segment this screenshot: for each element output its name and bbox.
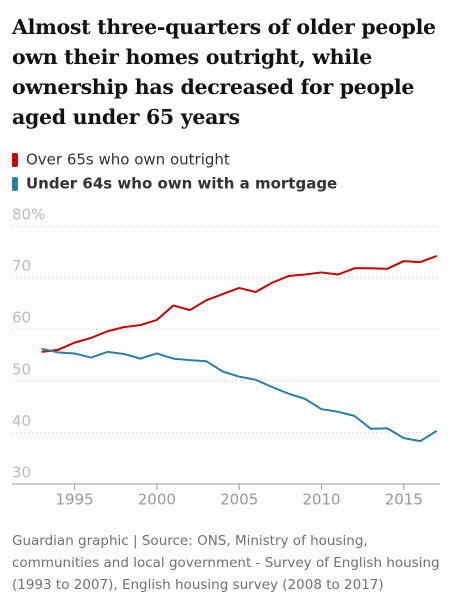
y-tick-label: 40 [12,412,31,430]
x-tick-label: 2015 [385,491,423,509]
legend-label: Under 64s who own with a mortgage [26,175,337,193]
y-tick-label: 50 [12,360,31,378]
y-tick-label: 30 [12,464,31,482]
chart-title: Almost three-quarters of older people ow… [12,15,436,129]
y-tick-label: 60 [12,309,31,327]
legend-swatch [12,153,18,167]
source-note: Guardian graphic | Source: ONS, Ministry… [12,533,440,593]
legend-swatch [12,177,18,191]
y-tick-label: 70 [12,257,31,275]
x-tick-label: 1995 [55,491,93,509]
x-tick-label: 2005 [220,491,258,509]
legend-label: Over 65s who own outright [26,151,230,169]
data-line [41,254,438,353]
y-tick-label: 80% [12,206,45,224]
x-tick-label: 2010 [302,491,340,509]
data-line [41,347,438,443]
x-tick-label: 2000 [138,491,176,509]
